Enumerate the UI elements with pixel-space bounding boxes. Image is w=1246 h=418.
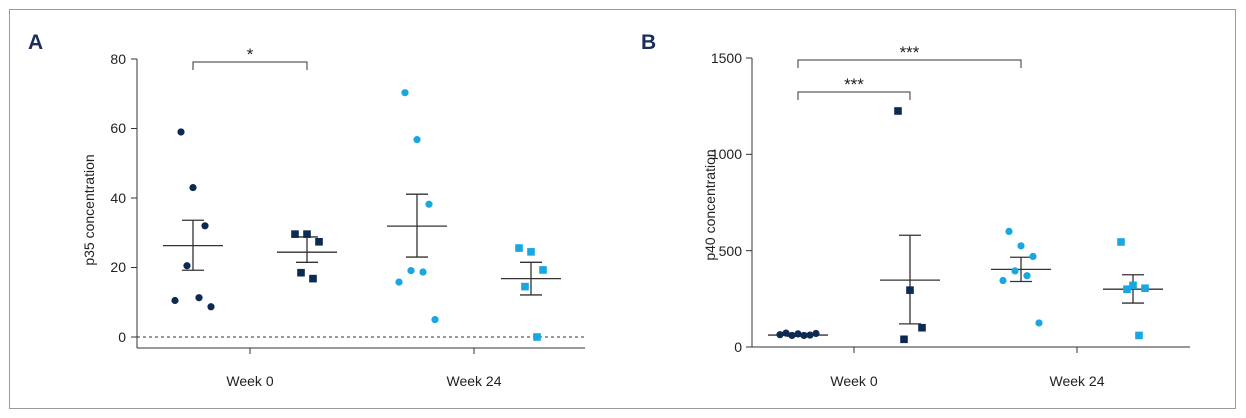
panel-a-data-point: [189, 183, 197, 192]
panel-a-data-point: [521, 282, 529, 291]
panel-a-data-point: [315, 237, 323, 246]
panel-a-data-point: [425, 200, 433, 208]
panel-b-data-point: [794, 330, 802, 338]
panel-b-data-point: [906, 286, 914, 294]
panel-a-letter: A: [28, 31, 43, 54]
panel-a-data-point: [533, 333, 541, 341]
panel-b-y-tick-labels: 0 500 1000 1500: [711, 50, 742, 355]
panel-a-y-tick-40: 40: [110, 190, 126, 206]
panel-a-significance-bracket: [192, 61, 308, 70]
panel-a-y-axis-title: p35 concentration: [81, 154, 97, 265]
panel-a-data-point: [401, 89, 409, 97]
panel-b-data-point: [1011, 267, 1019, 275]
panel-b-y-axis-title: p40 concentration: [702, 149, 718, 260]
panel-a-data-point: [195, 294, 203, 302]
panel-b-data-point: [1029, 252, 1037, 261]
panel-a-data-point: [207, 303, 215, 311]
panel-a-x-tick-week-24: Week 24: [447, 373, 502, 389]
panel-a-data-point: [413, 136, 421, 144]
panel-b-significance-bracket: [797, 91, 911, 100]
panel-a: A p35 concentration 0 20 40 60 80 Week 0…: [28, 31, 585, 389]
panel-b-y-tick-1000: 1000: [711, 146, 742, 162]
figure-frame: [9, 9, 1236, 409]
panel-a-y-tick-20: 20: [110, 259, 126, 275]
panel-b-data-point: [918, 323, 926, 332]
panel-a-x-tick-week-0: Week 0: [226, 373, 273, 389]
panel-b-data-point: [999, 276, 1007, 285]
panel-a-data-point: [431, 316, 439, 324]
panel-b-data-point: [900, 335, 908, 344]
panel-b-data-point: [806, 331, 814, 339]
panel-a-data-point: [527, 248, 535, 256]
panel-a-data-point: [291, 230, 299, 238]
panel-a-y-tick-60: 60: [110, 120, 126, 136]
panel-b-data-point: [776, 331, 784, 339]
panel-b-y-tick-1500: 1500: [711, 50, 742, 66]
panel-b-data-point: [1117, 238, 1125, 246]
panel-a-data-point: [297, 268, 305, 277]
panel-b-plot-area: *** ***: [746, 43, 1190, 353]
panel-b-data-point: [1135, 331, 1143, 340]
panel-b-data-point: [894, 107, 902, 115]
panel-b-x-tick-week-0: Week 0: [830, 373, 877, 389]
panel-a-y-tick-labels: 0 20 40 60 80: [110, 51, 126, 345]
panel-a-data-point: [177, 128, 185, 136]
panel-b-data-point: [1023, 272, 1031, 280]
panel-b-significance-label: ***: [900, 43, 920, 62]
panel-a-data-point: [395, 278, 403, 286]
panel-b-data-point: [1123, 285, 1131, 293]
panel-b-letter: B: [641, 31, 656, 54]
panel-a-y-tick-0: 0: [118, 329, 126, 345]
panel-b-data-point: [1005, 227, 1013, 235]
panel-b-y-tick-500: 500: [719, 243, 743, 259]
panel-b-data-point: [1141, 284, 1149, 293]
panel-b-significance-label: ***: [844, 75, 864, 94]
panel-b-y-tick-0: 0: [734, 339, 742, 355]
panel-a-data-point: [419, 268, 427, 276]
panel-b-data-point: [782, 329, 790, 337]
panel-b-data-point: [1035, 319, 1043, 327]
panel-b-data-point: [1129, 281, 1137, 290]
panel-a-data-point: [515, 244, 523, 252]
panel-a-data-point: [407, 267, 415, 275]
panel-a-data-point: [183, 262, 191, 270]
panel-b-significance-bracket: [797, 59, 1022, 68]
panel-b-x-tick-week-24: Week 24: [1050, 373, 1105, 389]
panel-b: B p40 concentration 0 500 1000 1500 Week…: [641, 31, 1190, 389]
panel-a-y-tick-80: 80: [110, 51, 126, 67]
panel-a-significance-label: *: [247, 45, 254, 64]
panel-b-data-point: [812, 329, 820, 338]
panel-a-data-point: [309, 274, 317, 283]
panel-a-data-point: [303, 230, 311, 238]
panel-b-data-point: [800, 331, 808, 340]
panel-a-data-point: [171, 296, 179, 305]
panel-b-data-point: [1017, 242, 1025, 250]
panel-a-plot-area: *: [131, 45, 585, 354]
panel-a-data-point: [539, 266, 547, 274]
panel-b-data-point: [788, 331, 796, 340]
panel-a-data-point: [201, 222, 209, 230]
